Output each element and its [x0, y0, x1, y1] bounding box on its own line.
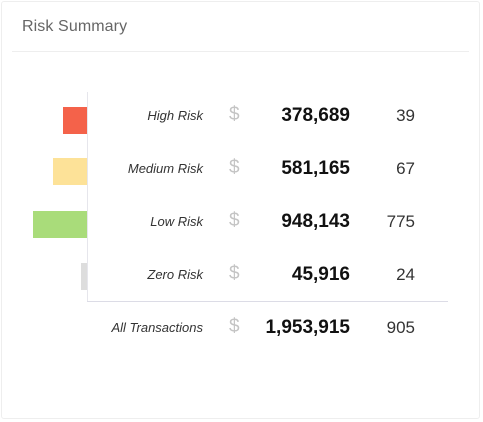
dollar-icon: $ [229, 104, 240, 125]
card-title: Risk Summary [22, 18, 128, 35]
risk-count: 67 [396, 159, 415, 178]
risk-count: 24 [396, 265, 415, 284]
risk-row-high[interactable]: High Risk $ 378,689 39 [0, 102, 483, 132]
high-risk-bar[interactable] [63, 107, 87, 134]
risk-label: Low Risk [150, 214, 203, 229]
total-amount: 1,953,915 [265, 317, 350, 338]
risk-label: Medium Risk [127, 161, 203, 176]
risk-count: 775 [386, 212, 415, 231]
risk-row-medium[interactable]: Medium Risk $ 581,165 67 [0, 155, 483, 185]
total-label: All Transactions [111, 320, 203, 335]
dollar-icon: $ [229, 316, 240, 337]
bar-axis-line [87, 92, 88, 302]
risk-amount: 378,689 [281, 105, 350, 126]
risk-row-low[interactable]: Low Risk $ 948,143 775 [0, 208, 483, 238]
risk-label: Zero Risk [147, 267, 203, 282]
risk-amount: 581,165 [281, 158, 350, 179]
dollar-icon: $ [229, 263, 240, 284]
medium-risk-bar[interactable] [53, 158, 87, 185]
title-divider [12, 51, 469, 52]
risk-label: High Risk [147, 108, 203, 123]
zero-risk-bar[interactable] [81, 263, 87, 290]
low-risk-bar[interactable] [33, 211, 87, 238]
summary-divider [87, 301, 448, 302]
dollar-icon: $ [229, 210, 240, 231]
risk-amount: 45,916 [291, 264, 350, 285]
risk-count: 39 [396, 106, 415, 125]
total-count: 905 [386, 318, 415, 337]
risk-row-zero[interactable]: Zero Risk $ 45,916 24 [0, 261, 483, 291]
total-row: All Transactions $ 1,953,915 905 [0, 314, 483, 344]
dollar-icon: $ [229, 157, 240, 178]
risk-amount: 948,143 [281, 211, 350, 232]
